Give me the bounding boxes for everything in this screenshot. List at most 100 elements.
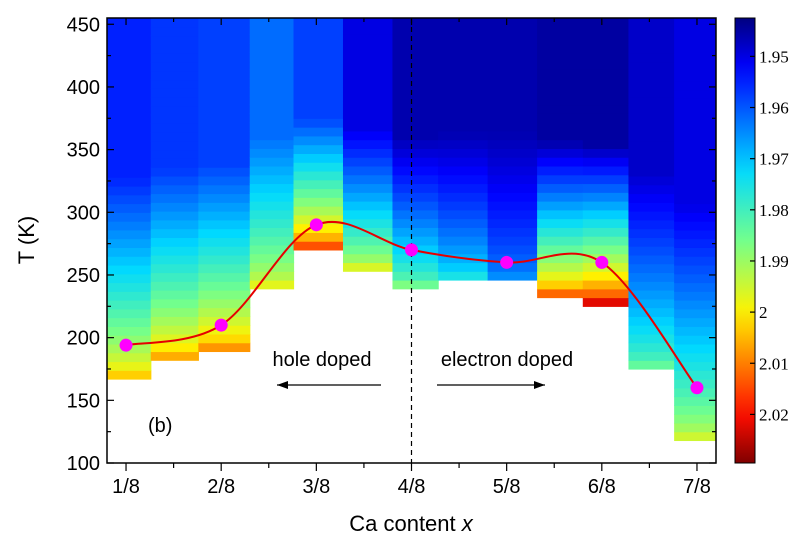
transition-point	[119, 338, 133, 352]
heatmap-cell	[107, 370, 152, 380]
heatmap-cell	[293, 135, 344, 146]
heatmap-cell	[674, 124, 716, 134]
heatmap-cell	[198, 211, 251, 221]
heatmap-cell	[674, 45, 716, 55]
heatmap-cell	[198, 298, 251, 309]
heatmap-cell	[537, 174, 584, 185]
heatmap-cell	[674, 229, 716, 240]
heatmap-cell	[487, 130, 538, 141]
heatmap-cell	[411, 244, 439, 255]
heatmap-cell	[293, 30, 344, 40]
heatmap-cell	[674, 308, 716, 319]
x-axis-title: Ca content x	[349, 511, 474, 536]
heatmap-cell	[628, 263, 675, 274]
heatmap-cell	[198, 281, 251, 291]
y-tick-label: 200	[67, 328, 100, 350]
heatmap-cell	[628, 44, 675, 54]
heatmap-cell	[293, 21, 344, 32]
heatmap-cell	[487, 43, 538, 53]
heatmap-cell	[537, 69, 584, 79]
heatmap-cell	[392, 25, 413, 35]
heatmap-cell	[107, 19, 152, 29]
heatmap-cell	[150, 202, 199, 212]
heatmap-cell	[537, 218, 584, 228]
heatmap-cell	[582, 86, 630, 97]
heatmap-cell	[537, 209, 584, 220]
heatmap-cell	[582, 297, 630, 307]
heatmap-cell	[582, 218, 630, 228]
heatmap-cell	[628, 272, 675, 282]
heatmap-cell	[249, 113, 295, 123]
heatmap-cell	[107, 291, 152, 301]
heatmap-cell	[628, 123, 675, 133]
heatmap-cell	[411, 279, 439, 290]
heatmap-cell	[582, 18, 630, 27]
heatmap-cell	[628, 18, 675, 28]
heatmap-cell	[674, 256, 716, 266]
heatmap-cell	[537, 148, 584, 158]
heatmap-cell	[150, 193, 199, 203]
heatmap-cell	[198, 219, 251, 230]
heatmap-cell	[392, 139, 413, 149]
heatmap-cell	[293, 109, 344, 119]
heatmap-cell	[628, 184, 675, 195]
heatmap-cell	[674, 212, 716, 222]
heatmap-cell	[438, 34, 489, 44]
heatmap-cell	[628, 290, 675, 300]
heatmap-cell	[438, 139, 489, 149]
heatmap-cell	[674, 54, 716, 64]
heatmap-cell	[674, 291, 716, 301]
heatmap-cell	[150, 228, 199, 238]
heatmap-cell	[150, 175, 199, 186]
heatmap-cell	[392, 104, 413, 114]
heatmap-cell	[411, 271, 439, 281]
heatmap-cell	[150, 44, 199, 54]
heatmap-cell	[150, 254, 199, 265]
heatmap-cell	[674, 247, 716, 257]
heatmap-cell	[392, 218, 413, 228]
heatmap-cell	[438, 104, 489, 114]
heatmap-cell	[150, 307, 199, 317]
heatmap-cell	[150, 281, 199, 291]
colorbar-tick-label: 1.99	[759, 252, 789, 271]
heatmap-cell	[107, 115, 152, 126]
heatmap-cell	[249, 192, 295, 202]
heatmap-cell	[150, 70, 199, 81]
heatmap-cell	[293, 188, 344, 198]
heatmap-cell	[674, 150, 716, 161]
heatmap-cell	[487, 253, 538, 264]
heatmap-cell	[628, 254, 675, 265]
heatmap-cell	[342, 95, 394, 106]
heatmap-cell	[628, 228, 675, 238]
y-tick-label: 450	[67, 14, 100, 36]
heatmap-cell	[438, 25, 489, 35]
x-axis-title-var: x	[461, 511, 474, 536]
heatmap-cell	[674, 238, 716, 248]
heatmap-cell	[411, 253, 439, 264]
heatmap-cell	[674, 326, 716, 336]
heatmap-cell	[487, 34, 538, 44]
heatmap-cell	[628, 325, 675, 335]
heatmap-cell	[293, 18, 344, 23]
heatmap-cell	[411, 113, 439, 123]
heatmap-cell	[342, 25, 394, 35]
transition-point	[309, 218, 323, 232]
heatmap-cell	[107, 212, 152, 222]
heatmap-cell	[392, 51, 413, 62]
heatmap-cell	[249, 104, 295, 114]
heatmap-cell	[411, 43, 439, 53]
heatmap-cell	[537, 271, 584, 281]
heatmap-cell	[198, 175, 251, 186]
heatmap-cell	[249, 209, 295, 220]
heatmap-cell	[392, 43, 413, 53]
heatmap-cell	[582, 130, 630, 141]
heatmap-cell	[249, 130, 295, 141]
heatmap-cell	[107, 326, 152, 336]
heatmap-cell	[107, 133, 152, 143]
heatmap-cell	[249, 227, 295, 237]
heatmap-cell	[342, 148, 394, 158]
heatmap-cell	[107, 361, 152, 371]
heatmap-cell	[342, 209, 394, 220]
heatmap-cell	[582, 43, 630, 53]
heatmap-cell	[293, 232, 344, 242]
